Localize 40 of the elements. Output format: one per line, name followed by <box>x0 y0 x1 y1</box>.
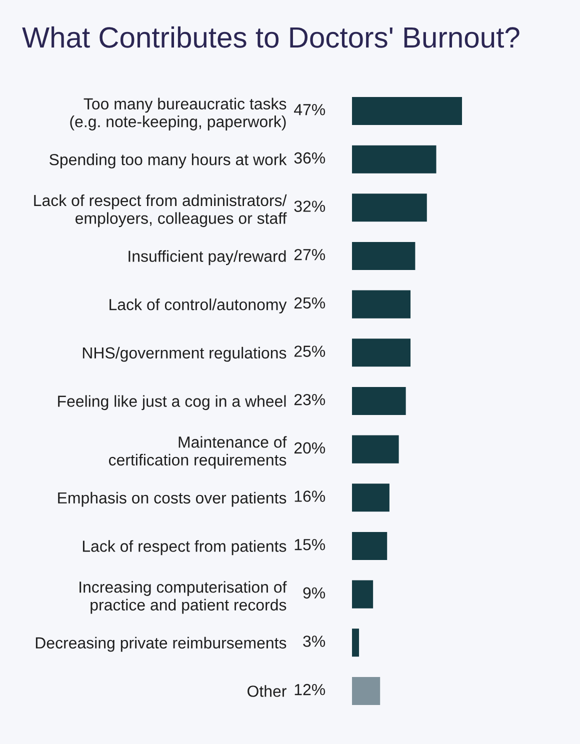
bar <box>352 145 436 174</box>
y-tick-label: Other <box>248 685 286 697</box>
bar <box>352 96 462 126</box>
y-tick-label: Insufficient pay/reward <box>128 250 286 266</box>
bar <box>352 290 411 318</box>
bar <box>352 676 380 705</box>
data-label: 3% <box>303 636 326 647</box>
bar <box>352 194 427 222</box>
data-label: 16% <box>294 490 326 502</box>
bar <box>352 242 416 270</box>
data-label: 12% <box>294 684 326 696</box>
data-label: 15% <box>294 539 326 550</box>
chart-title: What Contributes to Doctors' Burnout? <box>22 26 520 48</box>
y-tick-label: Lack of control/autonomy <box>110 298 287 314</box>
data-label: 9% <box>303 587 326 599</box>
data-label: 23% <box>294 394 326 406</box>
data-label: 20% <box>294 442 326 454</box>
y-tick-label: Emphasis on costs over patients <box>58 492 286 507</box>
bar <box>352 532 388 560</box>
y-tick-label: Spending too many hours at work <box>50 154 287 168</box>
y-tick-label: Feeling like just a cog in a wheel <box>58 395 286 410</box>
bar <box>352 628 360 657</box>
y-tick-label: Maintenance of certification requirements <box>108 436 287 469</box>
data-label: 25% <box>294 346 326 357</box>
bar <box>352 580 374 608</box>
data-label: 36% <box>294 152 326 164</box>
bar <box>352 338 411 367</box>
data-label: 25% <box>294 297 326 309</box>
bar <box>352 484 390 512</box>
y-tick-label: Increasing computerisation of practice and patient records <box>80 581 287 614</box>
y-tick-label: NHS/government regulations <box>82 346 286 362</box>
bar <box>352 435 399 464</box>
y-tick-label: Lack of respect from patients <box>82 540 286 556</box>
y-tick-label: Lack of respect from administrators/ employers, colleagues or staff <box>34 194 287 228</box>
y-tick-label: Too many bureaucratic tasks (e.g. note-keeping, paperwork) <box>70 98 286 130</box>
data-label: 32% <box>294 200 326 212</box>
y-tick-label: Decreasing private reimbursements <box>36 636 286 652</box>
data-label: 47% <box>294 104 326 116</box>
data-label: 27% <box>294 248 326 260</box>
bar <box>352 386 406 415</box>
